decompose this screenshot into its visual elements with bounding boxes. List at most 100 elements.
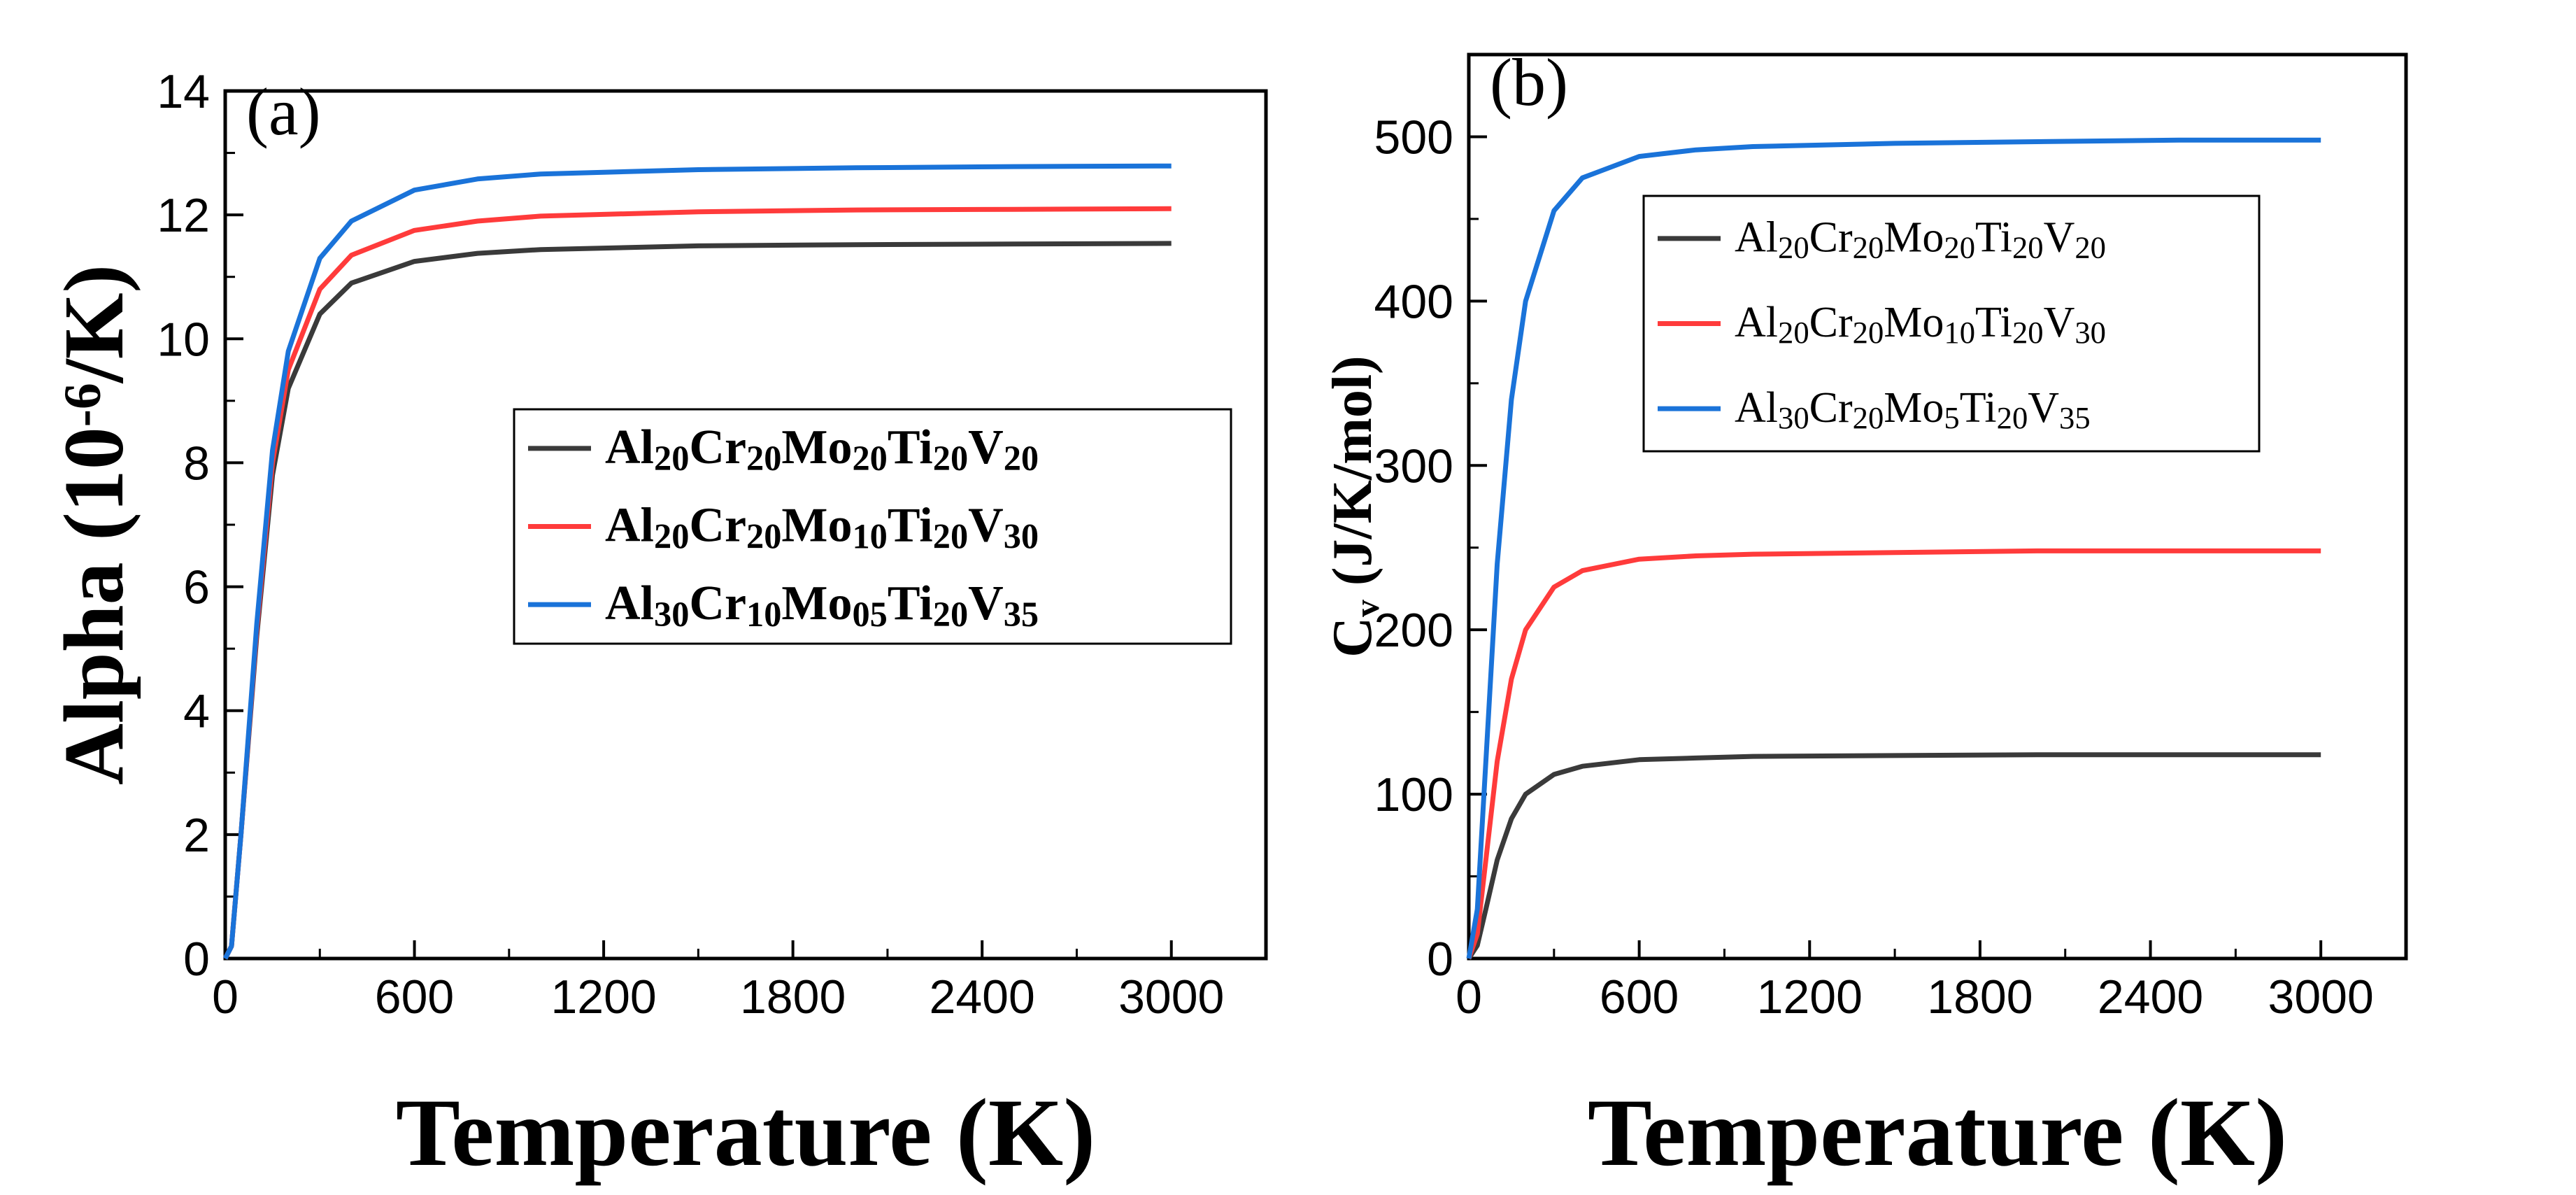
y-tick-label: 0 (1427, 933, 1453, 986)
chart-panel-a: 0 600 1200 1800 2400 3000 0 2 4 6 8 10 12 14 Temperatu… (47, 65, 1268, 1186)
legend-element: Al (1735, 299, 1778, 346)
series-line-1 (1467, 752, 2321, 960)
x-tick-label: 3000 (2268, 970, 2374, 1024)
legend-subscript: 20 (654, 517, 689, 556)
legend-element: Cr (1809, 384, 1853, 432)
legend-element: Cr (689, 499, 746, 553)
y-tick-label: 200 (1374, 604, 1453, 657)
legend-subscript: 35 (1004, 595, 1039, 634)
legend-element: Mo (1884, 299, 1944, 346)
plot-frame (1467, 52, 2408, 961)
legend: Al20Cr20Mo20Ti20V20Al20Cr20Mo10Ti20V30Al… (1642, 195, 2261, 453)
legend-subscript: 20 (2075, 229, 2106, 264)
legend-subscript: 20 (654, 439, 689, 478)
legend-element: Ti (1975, 299, 2012, 346)
legend-element: Cr (1809, 299, 1853, 346)
y-axis-title-sup: -6 (54, 383, 112, 427)
y-tick-label: 2 (183, 809, 210, 862)
legend-subscript: 30 (2075, 315, 2106, 350)
legend-subscript: 20 (933, 439, 968, 478)
x-tick-label: 1200 (1757, 970, 1863, 1024)
legend-element: Cr (1809, 213, 1853, 261)
legend-subscript: 10 (852, 517, 887, 556)
panel-label: (b) (1490, 45, 1568, 120)
series-line-3 (1466, 137, 2321, 959)
x-axis-title: Temperature (K) (1588, 1079, 2287, 1186)
y-axis-title-base: Alpha (10 (47, 427, 141, 785)
legend-element: V (968, 499, 1004, 553)
legend-element: Ti (888, 577, 933, 630)
legend-element: Al (605, 499, 654, 553)
legend-element: Mo (1884, 213, 1944, 261)
legend-label-3: Al30Cr10Mo05Ti20V35 (605, 577, 1039, 634)
legend-element: Ti (1975, 213, 2012, 261)
legend-element: V (968, 420, 1004, 474)
panel-label: (a) (246, 74, 321, 149)
series-line-2 (1466, 548, 2321, 960)
legend-subscript: 05 (852, 595, 887, 634)
legend-subscript: 20 (933, 517, 968, 556)
legend-box (513, 408, 1232, 645)
legend-subscript: 30 (1778, 400, 1809, 435)
legend-subscript: 20 (1853, 400, 1884, 435)
legend-element: V (2028, 384, 2059, 432)
x-tick-label: 2400 (930, 970, 1035, 1024)
legend-element: Cr (689, 577, 746, 630)
legend-subscript: 20 (746, 517, 781, 556)
legend-subscript: 20 (2012, 229, 2044, 264)
legend-subscript: 20 (1944, 229, 1975, 264)
y-tick-label: 12 (157, 189, 210, 242)
legend-subscript: 20 (1853, 229, 1884, 264)
legend-box (1642, 195, 2261, 453)
legend-subscript: 20 (1778, 229, 1809, 264)
y-tick-label: 6 (183, 561, 210, 614)
x-tick-label: 1200 (550, 970, 656, 1024)
legend-label-3: Al30Cr20Mo5Ti20V35 (1735, 384, 2091, 435)
legend-subscript: 20 (1853, 315, 1884, 350)
legend-subscript: 20 (852, 439, 887, 478)
legend: Al20Cr20Mo20Ti20V20Al20Cr20Mo10Ti20V30Al… (513, 408, 1232, 645)
legend-element: Ti (1960, 384, 1997, 432)
series-line-3 (222, 163, 1172, 960)
legend-label-1: Al20Cr20Mo20Ti20V20 (605, 420, 1039, 478)
legend-element: Mo (781, 577, 852, 630)
legend-element: Mo (1884, 384, 1944, 432)
legend-element: Ti (888, 499, 933, 553)
legend-element: Mo (781, 420, 852, 474)
legend-subscript: 20 (1778, 315, 1809, 350)
legend-element: V (2044, 299, 2075, 346)
x-tick-label: 600 (1600, 970, 1679, 1024)
legend-element: V (968, 577, 1004, 630)
legend-subscript: 10 (1944, 315, 1975, 350)
x-tick-label: 0 (1456, 970, 1482, 1024)
legend-label-2: Al20Cr20Mo10Ti20V30 (605, 499, 1039, 556)
y-axis-title-tail: (J/K/mol) (1322, 355, 1383, 600)
legend-subscript: 20 (1997, 400, 2028, 435)
legend-subscript: 20 (1004, 439, 1039, 478)
legend-subscript: 30 (1004, 517, 1039, 556)
legend-element: Al (1735, 213, 1778, 261)
y-tick-label: 300 (1374, 439, 1453, 493)
legend-element: Al (605, 577, 654, 630)
x-tick-label: 1800 (740, 970, 846, 1024)
legend-element: Ti (888, 420, 933, 474)
y-tick-label: 14 (157, 65, 210, 118)
legend-element: Al (1735, 384, 1778, 432)
y-axis-title: Alpha (10-6/K) (47, 264, 141, 785)
y-axis-title: Cv (J/K/mol) (1322, 355, 1386, 657)
y-axis-title-base: C (1322, 617, 1383, 658)
y-tick-label: 0 (183, 933, 210, 986)
y-tick-label: 4 (183, 685, 210, 738)
y-tick-label: 10 (157, 313, 210, 366)
x-tick-label: 0 (212, 970, 239, 1024)
legend-subscript: 20 (746, 439, 781, 478)
y-tick-label: 8 (183, 437, 210, 490)
legend-subscript: 10 (746, 595, 781, 634)
x-tick-label: 2400 (2098, 970, 2203, 1024)
legend-subscript: 20 (933, 595, 968, 634)
y-axis-title-sub: v (1348, 600, 1386, 617)
x-axis-title: Temperature (K) (396, 1079, 1095, 1186)
chart-panel-b: 0 600 1200 1800 2400 3000 0 100 200 300 400 500 Temp… (1322, 45, 2408, 1186)
y-tick-label: 400 (1374, 275, 1453, 328)
